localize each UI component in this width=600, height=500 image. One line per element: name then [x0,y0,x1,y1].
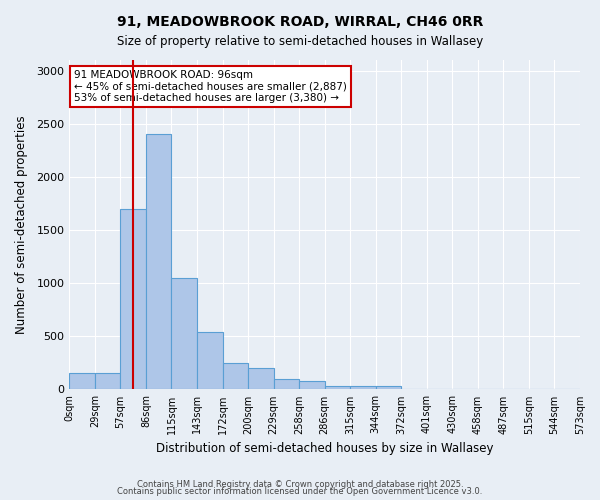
Bar [70,374,95,390]
Text: Size of property relative to semi-detached houses in Wallasey: Size of property relative to semi-detach… [117,35,483,48]
Bar [197,332,223,390]
Bar [274,379,299,390]
Text: Contains HM Land Registry data © Crown copyright and database right 2025.: Contains HM Land Registry data © Crown c… [137,480,463,489]
Bar [95,374,121,390]
X-axis label: Distribution of semi-detached houses by size in Wallasey: Distribution of semi-detached houses by … [156,442,493,455]
Bar [172,278,197,390]
Bar [223,363,248,390]
Text: Contains public sector information licensed under the Open Government Licence v3: Contains public sector information licen… [118,487,482,496]
Bar [299,381,325,390]
Text: 91 MEADOWBROOK ROAD: 96sqm
← 45% of semi-detached houses are smaller (2,887)
53%: 91 MEADOWBROOK ROAD: 96sqm ← 45% of semi… [74,70,347,103]
Bar [121,209,146,390]
Bar [325,386,350,390]
Text: 91, MEADOWBROOK ROAD, WIRRAL, CH46 0RR: 91, MEADOWBROOK ROAD, WIRRAL, CH46 0RR [117,15,483,29]
Bar [146,134,172,390]
Bar [350,386,376,390]
Bar [376,386,401,390]
Y-axis label: Number of semi-detached properties: Number of semi-detached properties [15,116,28,334]
Bar [248,368,274,390]
